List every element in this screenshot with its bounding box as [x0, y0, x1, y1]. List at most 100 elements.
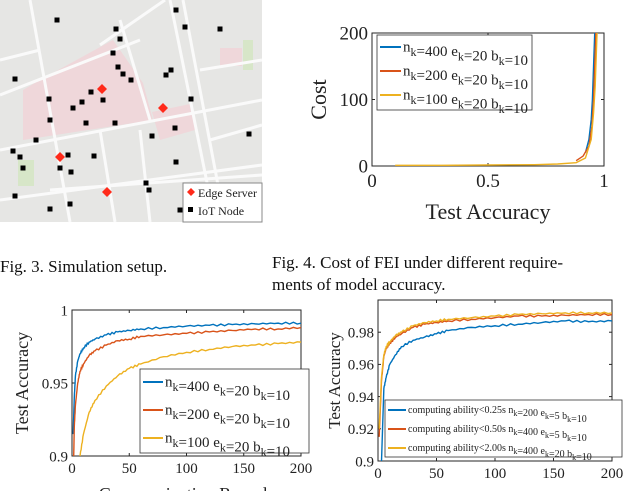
iot-node-marker — [163, 72, 169, 78]
series-line-3 — [395, 33, 598, 166]
iot-node-marker — [110, 50, 116, 56]
map-legend-box — [182, 182, 263, 223]
y-tick-label: 1 — [61, 303, 69, 319]
iot-node-marker — [100, 97, 106, 103]
street — [0, 98, 263, 152]
edge-server-marker — [102, 187, 112, 197]
series-line-1 — [380, 319, 612, 461]
series-line-1 — [584, 33, 596, 153]
iot-node-marker — [54, 17, 60, 23]
iot-node-marker — [47, 117, 53, 123]
street — [199, 58, 263, 72]
y-tick-label: 0.95 — [42, 376, 68, 392]
edge-server-marker — [158, 103, 168, 113]
iot-node-marker — [128, 77, 134, 83]
iot-node-marker — [120, 71, 126, 77]
legend-label-3: nk=100 ek=20 bk=10 — [165, 431, 290, 461]
iot-node-legend-label: IoT Node — [198, 204, 244, 218]
x-tick-label: 0.5 — [476, 171, 500, 192]
iot-node-marker — [146, 187, 152, 193]
iot-node-marker — [67, 201, 73, 207]
legend-box — [384, 399, 623, 458]
y-tick-label: 200 — [340, 24, 369, 45]
legend-label-1: nk=400 ek=20 bk=10 — [165, 375, 290, 405]
street — [209, 123, 263, 142]
iot-node-marker — [172, 125, 178, 131]
x-tick-label: 1 — [599, 171, 609, 192]
fig4-caption-line2: ments of model accuracy. — [272, 275, 446, 294]
y-tick-label: 0.96 — [348, 358, 375, 374]
iot-node-marker — [246, 131, 252, 137]
iot-node-marker — [33, 137, 39, 143]
x-tick-label: 200 — [601, 466, 624, 482]
legend-label-2: nk=200 ek=20 bk=10 — [403, 64, 528, 94]
iot-node-marker — [12, 193, 18, 199]
iot-node-marker — [47, 206, 53, 212]
street — [138, 129, 152, 223]
x-tick-label: 0 — [374, 466, 382, 482]
x-axis-label: Test Accuracy — [426, 199, 551, 224]
y-tick-label: 0.94 — [348, 390, 375, 406]
iot-node-marker — [57, 165, 63, 171]
street — [0, 38, 141, 97]
iot-node-marker — [83, 120, 89, 126]
series-line-3 — [378, 311, 612, 429]
legend-box — [376, 34, 533, 111]
street — [0, 48, 41, 62]
iot-node-marker — [182, 24, 188, 30]
iot-node-marker — [173, 159, 179, 165]
series-line-2 — [73, 326, 301, 456]
iot-node-marker — [65, 152, 71, 158]
edge-server-legend-label: Edge Server — [198, 186, 257, 200]
fig4-caption-line1: Fig. 4. Cost of FEI under different requ… — [272, 253, 563, 272]
series-line-1 — [72, 321, 301, 435]
street — [99, 0, 166, 47]
y-tick-label: 0.9 — [355, 454, 374, 470]
x-tick-label: 50 — [429, 466, 444, 482]
map-legend: Edge Server IoT Node — [182, 182, 263, 223]
iot-node-marker — [168, 67, 174, 73]
legend-label-2: computing ability<0.50s nk=400 ek=5 bk=1… — [408, 424, 587, 444]
campus-area — [152, 104, 195, 140]
x-tick-label: 150 — [233, 461, 256, 477]
campus-area — [220, 48, 242, 66]
iot-node-marker — [143, 180, 149, 186]
iot-node-marker — [177, 207, 183, 213]
y-axis-label: Cost — [306, 79, 331, 119]
fig3-caption: Fig. 3. Simulation setup. — [0, 257, 168, 276]
iot-node-marker — [70, 105, 76, 111]
iot-node-legend-icon — [188, 207, 193, 212]
x-tick-label: 0 — [367, 171, 377, 192]
iot-node-marker — [173, 7, 179, 13]
chart-legend: computing ability<0.25s nk=200 ek=5 bk=1… — [384, 399, 623, 463]
accuracy-nk-chart: 0 50 100 150 200 0.9 0.95 1 Communication Rounds… — [12, 303, 312, 491]
x-tick-label: 100 — [484, 466, 507, 482]
street — [98, 129, 117, 223]
x-tick-label: 0 — [68, 461, 76, 477]
y-tick-label: 100 — [340, 90, 369, 111]
legend-label-2: nk=200 ek=20 bk=10 — [165, 403, 290, 433]
iot-node-marker — [91, 153, 97, 159]
iot-node-marker — [20, 165, 26, 171]
iot-node-marker — [115, 64, 121, 70]
iot-node-marker — [17, 154, 23, 160]
iot-node-marker — [10, 148, 16, 154]
legend-label-3: computing ability<2.00s nk=400 ek=20 bk=… — [408, 443, 592, 463]
legend-box — [139, 368, 310, 454]
iot-node-marker — [217, 26, 223, 32]
park-area — [18, 160, 34, 186]
edge-server-marker — [55, 152, 65, 162]
x-axis-label: Communication Rounds — [99, 484, 275, 491]
x-tick-label: 100 — [175, 461, 198, 477]
street — [0, 163, 263, 202]
y-tick-label: 0.9 — [49, 449, 68, 465]
iot-node-marker — [112, 120, 118, 126]
street — [28, 0, 72, 223]
edge-server-marker — [97, 84, 107, 94]
park-area — [243, 40, 253, 70]
street — [49, 173, 263, 192]
iot-node-marker — [79, 99, 85, 105]
